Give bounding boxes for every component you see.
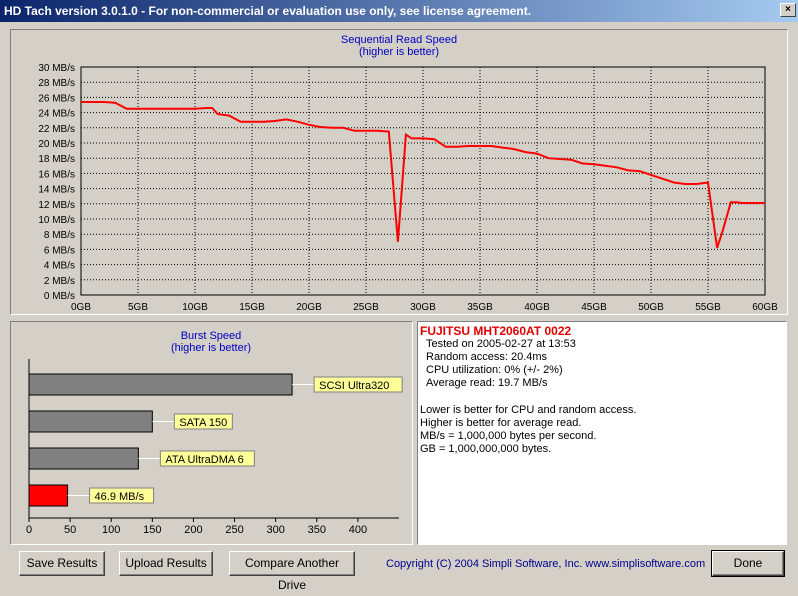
- burst-title-line2: (higher is better): [170, 342, 252, 354]
- burst-x-tick-label: 150: [143, 524, 161, 536]
- burst-x-tick-label: 100: [102, 524, 120, 536]
- seq-y-tick-label: 12 MB/s: [38, 200, 75, 211]
- burst-x-tick-label: 0: [26, 524, 32, 536]
- burst-bar-label: SATA 150: [179, 417, 227, 429]
- seq-x-tick-label: 55GB: [695, 302, 721, 313]
- burst-bar: [28, 447, 139, 470]
- seq-title-line2: (higher is better): [358, 46, 440, 58]
- burst-label-box: [173, 413, 233, 430]
- seq-x-tick-label: 20GB: [296, 302, 322, 313]
- seq-x-tick-label: 15GB: [239, 302, 265, 313]
- burst-bar-label: ATA UltraDMA 6: [165, 454, 243, 466]
- burst-bar-label: 46.9 MB/s: [95, 491, 145, 503]
- tested-date: Tested on 2005-02-27 at 13:53: [426, 338, 576, 350]
- note-mbs-def: MB/s = 1,000,000 bytes per second.: [420, 430, 597, 442]
- seq-read-series-line: [81, 101, 765, 249]
- window-title: HD Tach version 3.0.1.0 - For non-commer…: [4, 4, 532, 18]
- burst-label-box: [159, 450, 255, 467]
- copyright-text: Copyright (C) 2004 Simpli Software, Inc.…: [386, 558, 706, 570]
- seq-y-tick-label: 24 MB/s: [38, 109, 75, 120]
- seq-y-tick-label: 8 MB/s: [44, 230, 75, 241]
- seq-y-tick-label: 14 MB/s: [38, 185, 75, 196]
- burst-title-line1: Burst Speed: [180, 330, 242, 342]
- burst-x-tick-label: 400: [349, 524, 367, 536]
- burst-bar: [28, 410, 153, 433]
- seq-y-tick-label: 18 MB/s: [38, 154, 75, 165]
- average-read: Average read: 19.7 MB/s: [426, 377, 548, 389]
- sequential-read-panel: Sequential Read Speed (higher is better)…: [10, 29, 788, 315]
- note-gb-def: GB = 1,000,000,000 bytes.: [420, 443, 552, 455]
- burst-bar-label: SCSI Ultra320: [319, 380, 389, 392]
- seq-y-tick-label: 2 MB/s: [44, 276, 75, 287]
- seq-y-tick-label: 20 MB/s: [38, 139, 75, 150]
- seq-y-tick-label: 6 MB/s: [44, 245, 75, 256]
- note-higher-better: Higher is better for average read.: [420, 417, 582, 429]
- note-lower-better: Lower is better for CPU and random acces…: [420, 404, 637, 416]
- burst-x-tick-label: 200: [184, 524, 202, 536]
- sequential-read-chart: 0 MB/s 2 MB/s 4 MB/s 6 MB/s 8 MB/s 10 MB/s 12 …: [38, 63, 778, 313]
- seq-x-tick-label: 0GB: [71, 302, 91, 313]
- burst-label-box: [313, 376, 403, 393]
- close-icon[interactable]: ×: [780, 3, 796, 17]
- drive-name: FUJITSU MHT2060AT 0022: [420, 324, 572, 338]
- seq-y-tick-label: 22 MB/s: [38, 124, 75, 135]
- seq-x-tick-label: 40GB: [524, 302, 550, 313]
- seq-y-tick-label: 0 MB/s: [44, 291, 75, 302]
- burst-x-tick-label: 350: [308, 524, 326, 536]
- seq-x-tick-label: 30GB: [410, 302, 436, 313]
- compare-drive-button[interactable]: Compare Another Drive: [229, 551, 355, 592]
- upload-results-button[interactable]: Upload Results: [119, 551, 213, 576]
- seq-y-tick-label: 26 MB/s: [38, 93, 75, 104]
- burst-chart-title: Burst Speed (higher is better): [11, 330, 411, 354]
- seq-y-tick-label: 4 MB/s: [44, 261, 75, 272]
- seq-x-tick-label: 50GB: [638, 302, 664, 313]
- window-title-bar: HD Tach version 3.0.1.0 - For non-commer…: [0, 0, 798, 22]
- burst-x-tick-label: 250: [225, 524, 243, 536]
- burst-bar: [28, 373, 293, 396]
- done-button[interactable]: Done: [711, 550, 785, 577]
- seq-y-tick-label: 30 MB/s: [38, 63, 75, 74]
- burst-x-tick-label: 300: [266, 524, 284, 536]
- seq-x-tick-label: 60GB: [752, 302, 778, 313]
- cpu-utilization: CPU utilization: 0% (+/- 2%): [426, 364, 563, 376]
- burst-speed-chart: 0 50 100 150 200 250 300 350 400 SCSI Ultra320 SAT…: [26, 359, 403, 536]
- seq-y-tick-label: 16 MB/s: [38, 169, 75, 180]
- seq-title-line1: Sequential Read Speed: [340, 34, 458, 46]
- seq-x-tick-label: 45GB: [581, 302, 607, 313]
- drive-info-panel: FUJITSU MHT2060AT 0022 Tested on 2005-02…: [417, 321, 787, 545]
- seq-x-tick-label: 10GB: [182, 302, 208, 313]
- seq-x-tick-label: 25GB: [353, 302, 379, 313]
- burst-label-box: [89, 487, 155, 504]
- seq-chart-title: Sequential Read Speed (higher is better): [11, 34, 787, 58]
- seq-y-tick-label: 10 MB/s: [38, 215, 75, 226]
- burst-x-tick-label: 50: [64, 524, 76, 536]
- burst-speed-panel: Burst Speed (higher is better) 0 50 100 150…: [10, 321, 413, 545]
- seq-x-tick-label: 35GB: [467, 302, 493, 313]
- seq-x-tick-label: 5GB: [128, 302, 148, 313]
- save-results-button[interactable]: Save Results: [19, 551, 105, 576]
- seq-y-tick-label: 28 MB/s: [38, 78, 75, 89]
- burst-bar: [28, 484, 69, 507]
- random-access: Random access: 20.4ms: [426, 351, 548, 363]
